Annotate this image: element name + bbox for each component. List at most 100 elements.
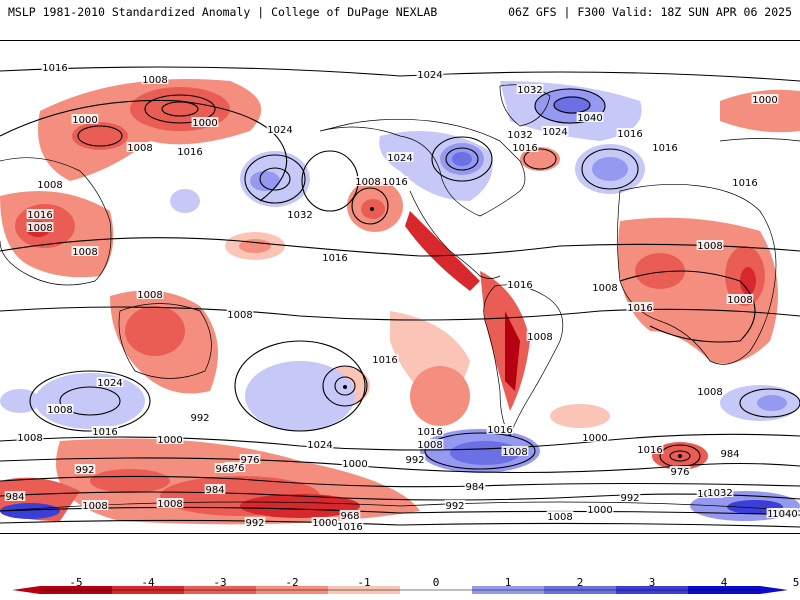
contour-label-bg (81, 500, 109, 510)
contour-label-bg (381, 176, 409, 186)
isobar (259, 167, 291, 191)
model-run-label: 06Z GFS | F300 Valid: 18Z SUN APR 06 202… (508, 5, 792, 19)
colorbar-tick: -5 (69, 576, 83, 589)
contour-label-bg (71, 114, 99, 124)
anomaly-region (757, 395, 787, 411)
isobar (0, 491, 800, 501)
contour-label-bg (204, 484, 226, 494)
contour-label-bg (91, 426, 119, 436)
anomaly-region (0, 503, 60, 519)
positive-anomaly-shading (0, 81, 800, 521)
contour-label: 1008 (127, 143, 152, 154)
contour-label: 992 (445, 501, 464, 512)
center-marker (678, 454, 682, 458)
contour-label: 1016 (322, 253, 347, 264)
contour-label-bg (546, 511, 574, 521)
contour-label-bg (726, 294, 754, 304)
contour-label: 1008 (355, 177, 380, 188)
contour-label: 1008 (547, 512, 572, 523)
anomaly-region (250, 171, 280, 191)
contour-label: 1016 (417, 427, 442, 438)
isobar (739, 388, 800, 418)
contour-label-bg (416, 69, 444, 79)
isobar (234, 340, 366, 432)
isobar (534, 88, 606, 124)
anomaly-region (520, 147, 560, 171)
contour-label-bg (696, 240, 724, 250)
contour-label: 1016 (487, 425, 512, 436)
contour-label: 1008 (82, 501, 107, 512)
anomaly-region (635, 253, 685, 289)
contour-label-bg (214, 463, 236, 473)
contour-label: 1008 (27, 223, 52, 234)
contour-label: 1016 (42, 63, 67, 74)
contour-label: 1008 (17, 433, 42, 444)
anomaly-region (245, 361, 355, 431)
contour-label-bg (156, 498, 184, 508)
contour-label-bg (36, 179, 64, 189)
contour-label-bg (191, 117, 219, 127)
contour-label: 1016 (27, 210, 52, 221)
anomaly-map: 1016 1008 1000 1000 1008 1016 1024 1024 1032 1040… (0, 40, 800, 534)
contour-label: 968 (340, 511, 359, 522)
contour-label-bg (126, 142, 154, 152)
contour-label-bg (266, 124, 294, 134)
contour-label: 968 (215, 464, 234, 475)
colorbar-tick: -3 (213, 576, 227, 589)
isobar (301, 150, 359, 212)
contour-label-bg (719, 448, 741, 458)
contour-label-bg (141, 74, 169, 84)
isobar (581, 148, 639, 190)
contour-label: 1008 (227, 310, 252, 321)
colorbar-tick: 2 (576, 576, 584, 589)
anomaly-region (72, 122, 128, 150)
contour-label: 1008 (72, 247, 97, 258)
isobar (553, 96, 591, 114)
contour-label: 1000 (157, 435, 182, 446)
isobar (523, 148, 557, 170)
anomaly-region (550, 404, 610, 428)
contour-label: 1000 (342, 459, 367, 470)
anomaly-region (35, 373, 145, 429)
contour-label: 1008 (697, 241, 722, 252)
isobar (445, 147, 479, 171)
contour-label: 1016 (627, 303, 652, 314)
contour-label-bg (771, 508, 799, 518)
isobar (0, 475, 800, 488)
colorbar-max-arrow (760, 586, 788, 594)
contour-label-bg (74, 464, 96, 474)
isobar (0, 99, 288, 202)
contour-label: 1008 (592, 283, 617, 294)
contour-label-bg (226, 309, 254, 319)
contour-label: 984 (465, 482, 484, 493)
contour-label-bg (501, 446, 529, 456)
contour-label-bg (651, 142, 679, 152)
isobar (0, 237, 800, 257)
contour-label-bg (354, 176, 382, 186)
contour-label: 992 (245, 518, 264, 529)
contour-label-bg (731, 177, 759, 187)
coastline (118, 303, 212, 379)
contour-label-bg (706, 487, 734, 497)
anomaly-region (125, 306, 185, 356)
contour-label: 1008 (417, 440, 442, 451)
colorbar-tick: 4 (720, 576, 728, 589)
contour-label: 976 (670, 467, 689, 478)
contour-label-bg (416, 439, 444, 449)
contour-label: 1016 (617, 129, 642, 140)
contour-label: 1024 (417, 70, 442, 81)
contour-label-bg (506, 129, 534, 139)
contour-label-bg (306, 439, 334, 449)
contour-label-bg (386, 152, 414, 162)
contour-label: 1032 (507, 130, 532, 141)
anomaly-region (410, 366, 470, 426)
contour-label-bg (71, 246, 99, 256)
contour-label-bg (619, 492, 641, 502)
isobar (424, 432, 536, 470)
contour-label-bg (239, 454, 261, 464)
pressure-centers (343, 207, 682, 458)
contour-label: 1000 (582, 433, 607, 444)
contour-label: 1024 (387, 153, 412, 164)
anomaly-region (405, 211, 480, 291)
